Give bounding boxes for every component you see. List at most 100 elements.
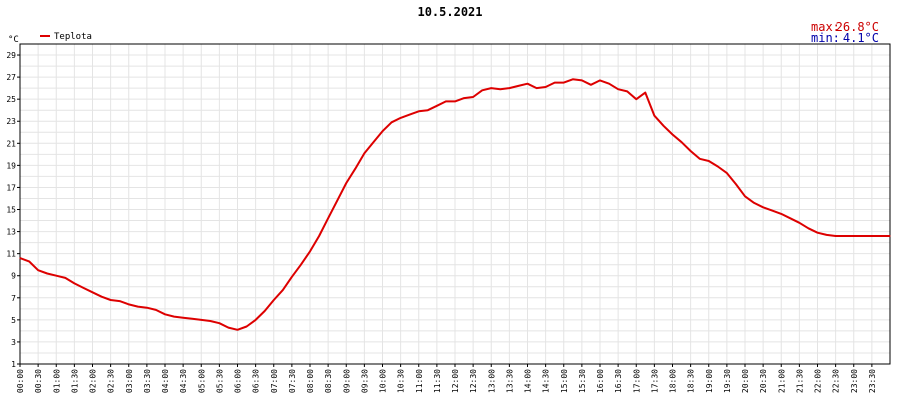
data-point	[699, 158, 701, 160]
x-tick-label: 09:30	[360, 369, 369, 393]
data-point	[753, 202, 755, 204]
data-point	[101, 296, 103, 298]
x-tick-label: 03:30	[143, 369, 152, 393]
data-point	[735, 183, 737, 185]
series-layer	[19, 78, 891, 331]
data-point	[409, 114, 411, 116]
data-point	[581, 79, 583, 81]
x-tick-label: 08:30	[324, 369, 333, 393]
x-tick-label: 15:00	[560, 369, 569, 393]
data-point	[690, 150, 692, 152]
y-tick-label: 17	[6, 183, 16, 192]
x-tick-label: 21:00	[777, 369, 786, 393]
y-tick-label: 25	[6, 95, 16, 104]
x-tick-label: 15:30	[578, 369, 587, 393]
data-point	[191, 318, 193, 320]
data-point	[110, 299, 112, 301]
data-point	[880, 235, 882, 237]
legend-item-teplota: Teplota	[54, 32, 92, 42]
data-point	[862, 235, 864, 237]
data-point	[545, 86, 547, 88]
x-tick-label: 02:30	[107, 369, 116, 393]
y-tick-label: 27	[6, 73, 16, 82]
data-point	[463, 97, 465, 99]
data-point	[345, 182, 347, 184]
data-point	[780, 213, 782, 215]
x-tick-label: 17:00	[632, 369, 641, 393]
y-tick-label: 9	[11, 272, 16, 281]
min-value: 4.1°C	[843, 31, 879, 45]
data-point	[427, 109, 429, 111]
data-point	[717, 165, 719, 168]
data-point	[200, 319, 202, 321]
x-tick-label: 00:00	[16, 369, 25, 393]
x-tick-label: 07:30	[288, 369, 297, 393]
data-point	[844, 235, 846, 237]
data-point	[826, 234, 828, 236]
x-tick-label: 11:00	[415, 369, 424, 393]
x-tick-label: 14:00	[524, 369, 533, 393]
data-point	[517, 85, 520, 87]
x-tick-label: 17:30	[650, 369, 659, 393]
data-point	[273, 299, 275, 301]
x-tick-label: 20:00	[741, 369, 750, 393]
data-point	[318, 235, 320, 237]
x-axis: 00:00 00:30 01:00 01:30 02:00 02:30 03:00 03:30…	[16, 364, 877, 393]
data-point	[119, 300, 121, 302]
data-point	[572, 78, 574, 80]
data-point	[771, 210, 773, 212]
data-point	[82, 287, 84, 289]
data-point	[472, 96, 474, 98]
x-tick-label: 10:30	[397, 369, 406, 393]
x-tick-label: 22:00	[814, 369, 823, 393]
data-point	[246, 325, 248, 328]
data-point	[46, 272, 48, 275]
data-point	[218, 322, 220, 324]
x-tick-label: 05:00	[197, 369, 206, 393]
x-tick-label: 12:30	[469, 369, 478, 393]
x-tick-label: 16:30	[614, 369, 623, 393]
data-point	[445, 100, 447, 102]
data-point	[227, 327, 229, 329]
data-point	[662, 125, 665, 127]
x-tick-label: 20:30	[759, 369, 768, 393]
grid	[19, 43, 890, 365]
data-point	[617, 88, 619, 90]
y-tick-label: 15	[6, 206, 16, 215]
x-tick-label: 12:00	[451, 369, 460, 393]
data-point	[554, 82, 556, 84]
stats-box: max: 26.8°C min: 4.1°C	[811, 20, 879, 45]
data-point	[309, 250, 311, 252]
data-point	[807, 227, 810, 229]
x-tick-label: 19:00	[705, 369, 714, 393]
data-point	[490, 87, 492, 89]
data-point	[363, 152, 365, 154]
data-point	[28, 260, 30, 262]
y-tick-label: 3	[11, 338, 16, 347]
data-point	[644, 92, 646, 94]
y-tick-label: 13	[6, 228, 16, 237]
data-point	[608, 83, 610, 85]
y-tick-label: 29	[6, 51, 16, 60]
x-tick-label: 01:00	[52, 369, 61, 393]
data-point	[708, 160, 710, 162]
data-point	[73, 282, 75, 284]
x-tick-label: 13:00	[487, 369, 496, 393]
y-tick-label: 11	[6, 250, 16, 259]
data-point	[871, 235, 873, 237]
data-point	[354, 168, 356, 170]
data-point	[173, 316, 175, 318]
data-point	[436, 105, 438, 107]
data-point	[182, 317, 184, 319]
x-tick-label: 04:00	[161, 369, 170, 393]
data-point	[155, 309, 157, 311]
x-tick-label: 11:30	[433, 369, 442, 393]
data-point	[291, 276, 293, 278]
x-tick-label: 22:30	[832, 369, 841, 393]
data-point	[400, 117, 402, 119]
x-tick-label: 00:30	[34, 369, 43, 393]
data-point	[418, 110, 420, 112]
max-value: 26.8°C	[836, 20, 879, 34]
